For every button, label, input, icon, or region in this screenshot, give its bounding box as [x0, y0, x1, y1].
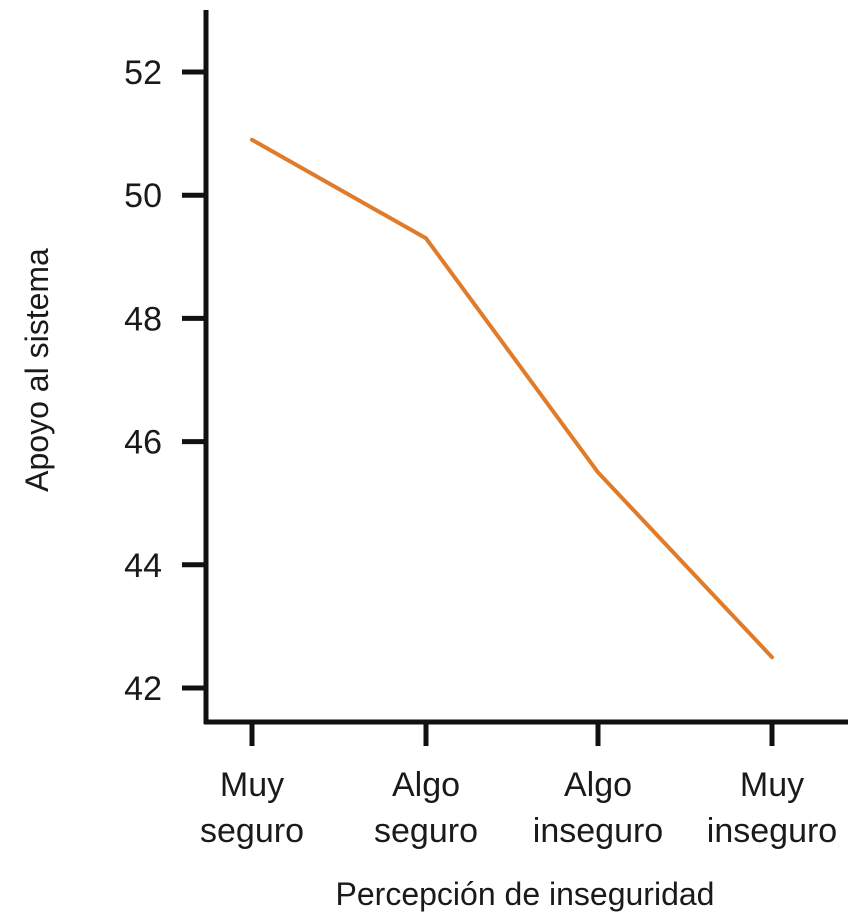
series-layer [250, 137, 774, 660]
y-tick-label: 52 [124, 54, 162, 92]
axes [203, 10, 848, 725]
y-axis-ticks: 42 44 46 48 50 52 [124, 54, 206, 708]
x-tick-label: Algo inseguro [533, 766, 663, 850]
x-axis-ticks: Muy seguro Algo seguro Algo inseguro Muy insegu… [200, 722, 837, 850]
x-axis-title: Percepción de inseguridad [336, 876, 715, 912]
y-tick-label: 44 [124, 547, 162, 585]
x-tick-label: Muy seguro [200, 766, 304, 850]
x-tick-label: Muy inseguro [707, 766, 837, 850]
x-tick-label: Algo seguro [374, 766, 478, 850]
y-axis-title: Apoyo al sistema [19, 248, 55, 492]
y-tick-label: 48 [124, 300, 162, 338]
series-line [250, 137, 774, 660]
y-tick-label: 50 [124, 177, 162, 215]
y-tick-label: 42 [124, 670, 162, 708]
y-tick-label: 46 [124, 424, 162, 462]
